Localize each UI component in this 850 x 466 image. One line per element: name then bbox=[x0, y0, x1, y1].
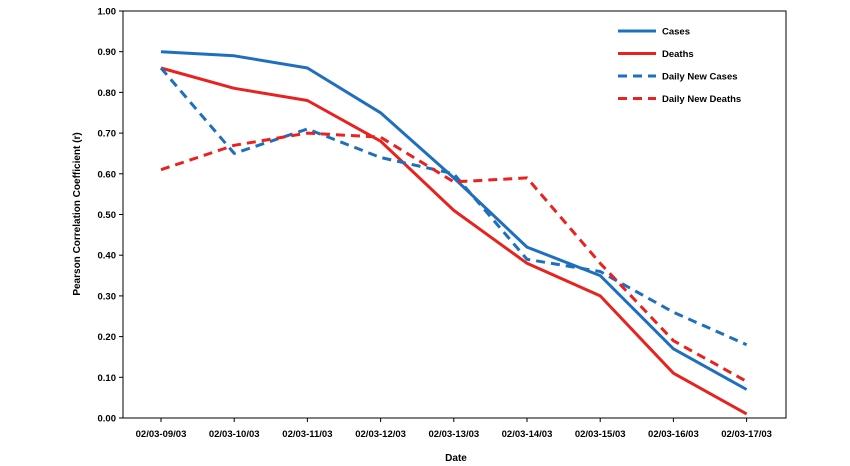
y-tick-label: 0.30 bbox=[98, 291, 117, 302]
x-tick-label: 02/03-09/03 bbox=[136, 429, 187, 440]
series-line-cases bbox=[160, 50, 748, 391]
y-tick-label: 0.20 bbox=[98, 332, 117, 343]
legend: Cases Deaths Daily New Cases Daily New Deat… bbox=[618, 27, 741, 105]
y-axis-title: Pearson Correlation Coefficient (r) bbox=[72, 132, 83, 295]
y-axis-ticks: 0.00 0.10 0.20 0.30 0.40 0.50 0.60 0.70 0.80 0.90… bbox=[98, 7, 123, 425]
y-tick-label: 0.50 bbox=[98, 210, 117, 221]
y-tick-label: 0.60 bbox=[98, 169, 117, 180]
legend-label: Daily New Deaths bbox=[662, 94, 741, 105]
x-tick-label: 02/03-14/03 bbox=[502, 429, 553, 440]
x-tick-label: 02/03-11/03 bbox=[282, 429, 332, 440]
series-line-deaths bbox=[160, 66, 748, 416]
x-tick-label: 02/03-13/03 bbox=[428, 429, 479, 440]
x-tick-label: 02/03-16/03 bbox=[648, 429, 699, 440]
y-tick-label: 0.90 bbox=[98, 47, 117, 58]
legend-label: Daily New Cases bbox=[662, 72, 738, 83]
series-line-daily-new-deaths bbox=[160, 131, 748, 383]
y-tick-label: 1.00 bbox=[98, 7, 117, 18]
x-axis-ticks: 02/03-09/03 02/03-10/03 02/03-11/03 02/03-1… bbox=[136, 418, 772, 440]
x-tick-label: 02/03-17/03 bbox=[721, 429, 772, 440]
x-tick-label: 02/03-10/03 bbox=[209, 429, 260, 440]
x-tick-label: 02/03-12/03 bbox=[355, 429, 406, 440]
y-tick-label: 0.80 bbox=[98, 88, 117, 99]
y-tick-label: 0.00 bbox=[98, 414, 117, 425]
series-lines bbox=[159, 50, 748, 416]
series-line-daily-new-cases bbox=[159, 67, 748, 347]
legend-label: Cases bbox=[662, 27, 690, 38]
y-tick-label: 0.40 bbox=[98, 251, 117, 262]
x-axis-title: Date bbox=[445, 453, 467, 464]
x-tick-label: 02/03-15/03 bbox=[575, 429, 626, 440]
y-tick-label: 0.70 bbox=[98, 129, 117, 140]
legend-label: Deaths bbox=[662, 49, 694, 60]
y-tick-label: 0.10 bbox=[98, 373, 117, 384]
